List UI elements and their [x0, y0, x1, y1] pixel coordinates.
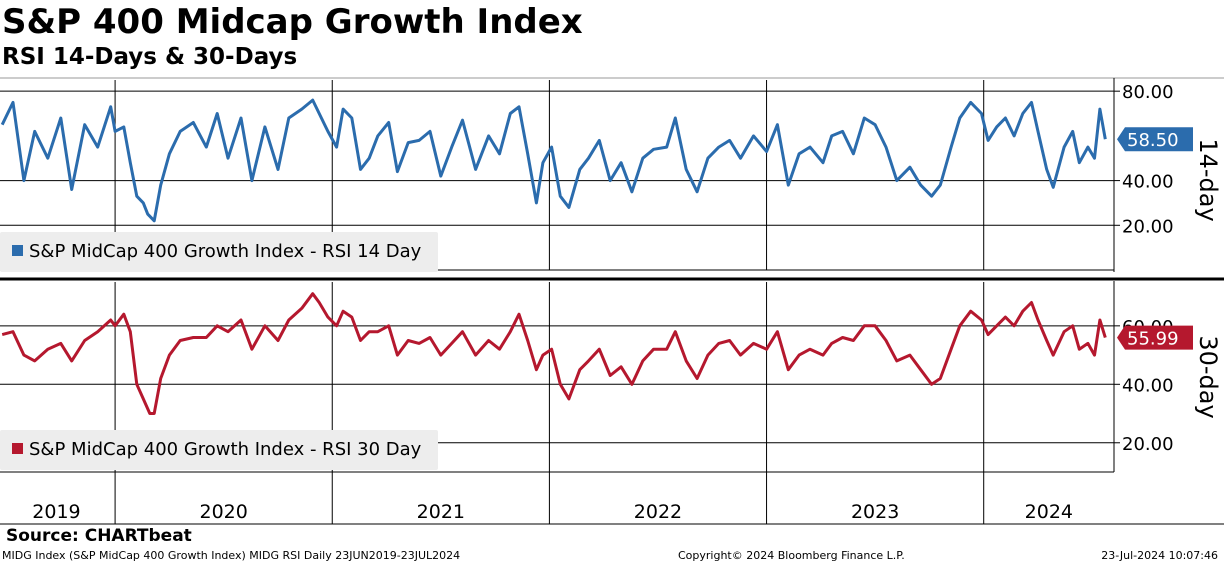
legend-swatch-rsi30: [12, 442, 23, 454]
series-line-rsi14: [0, 98, 1107, 223]
legend-label-rsi30: S&P MidCap 400 Growth Index - RSI 30 Day: [29, 439, 422, 460]
legend-rsi30: S&P MidCap 400 Growth Index - RSI 30 Day: [0, 430, 438, 470]
x-tick-label-2022: 2022: [634, 501, 682, 523]
source-note: Source: CHARTbeat: [6, 526, 192, 546]
tick-label-14-0: 20.00: [1122, 216, 1174, 237]
last-value-label-14: 58.50: [1127, 130, 1179, 151]
axis-title-30day: 30-day: [1194, 335, 1222, 418]
x-tick-label-2021: 2021: [417, 501, 465, 523]
x-tick-label-2019: 2019: [32, 501, 80, 523]
last-value-flag-14: 58.50: [1117, 127, 1193, 152]
x-tick-label-2024: 2024: [1025, 501, 1073, 523]
last-value-label-30: 55.99: [1127, 329, 1179, 350]
chart-title: S&P 400 Midcap Growth Index: [2, 2, 583, 42]
tick-label-30-0: 20.00: [1122, 434, 1174, 455]
legend-swatch-rsi14: [12, 244, 23, 256]
tick-label-14-2: 80.00: [1122, 82, 1174, 103]
tick-label-14-1: 40.00: [1122, 172, 1174, 193]
chart-subtitle: RSI 14-Days & 30-Days: [2, 44, 298, 70]
footer-index-info: MIDG Index (S&P MidCap 400 Growth Index)…: [2, 549, 461, 562]
last-value-flag-30: 55.99: [1117, 325, 1193, 350]
series-line-rsi30: [1, 292, 1107, 415]
legend-label-rsi14: S&P MidCap 400 Growth Index - RSI 14 Day: [29, 241, 422, 262]
x-tick-label-2023: 2023: [851, 501, 899, 523]
axis-title-14day: 14-day: [1194, 138, 1222, 221]
tick-label-30-1: 40.00: [1122, 375, 1174, 396]
footer-timestamp: 23-Jul-2024 10:07:46: [1101, 549, 1218, 562]
x-tick-label-2020: 2020: [199, 501, 247, 523]
legend-rsi14: S&P MidCap 400 Growth Index - RSI 14 Day: [0, 232, 438, 272]
footer-copyright: Copyright© 2024 Bloomberg Finance L.P.: [678, 549, 905, 562]
